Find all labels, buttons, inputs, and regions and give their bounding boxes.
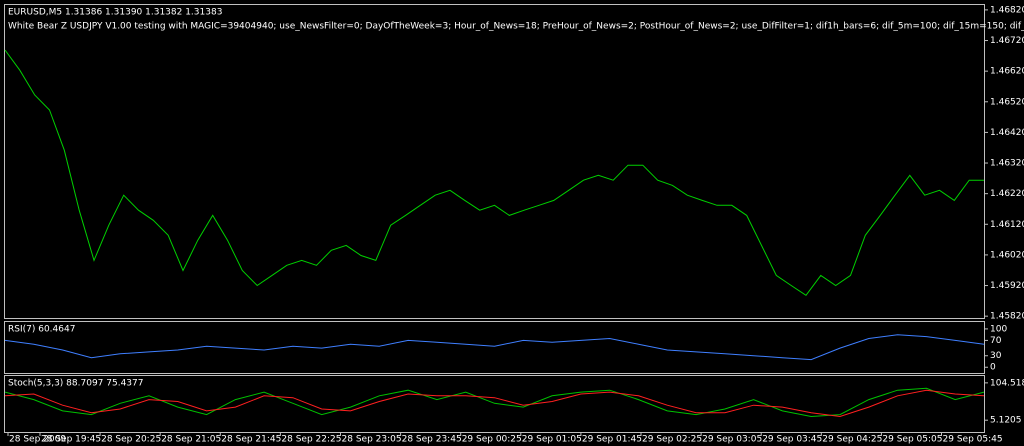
- y-tick-label: 1.45820: [990, 312, 1024, 322]
- x-tick-label: 28 Sep 23:45: [402, 435, 462, 445]
- y-tick-label: 1.46420: [990, 128, 1024, 138]
- x-tick-label: 29 Sep 02:25: [642, 435, 702, 445]
- y-tick-label: 1.46220: [990, 189, 1024, 199]
- panel-title: RSI(7) 60.4647: [8, 325, 75, 335]
- y-tick-label: 0: [990, 363, 996, 373]
- series-line: [4, 387, 985, 418]
- x-tick-label: 29 Sep 01:05: [522, 435, 582, 445]
- price-panel: [4, 4, 985, 319]
- x-tick-label: 28 Sep 22:25: [281, 435, 341, 445]
- y-tick-label: 1.46520: [990, 97, 1024, 107]
- x-tick-label: 29 Sep 04:25: [822, 435, 882, 445]
- x-tick-label: 28 Sep 19:45: [41, 435, 101, 445]
- y-tick-label: 1.46720: [990, 36, 1024, 46]
- y-tick-label: 70: [990, 336, 1002, 346]
- x-tick-label: 29 Sep 03:05: [702, 435, 762, 445]
- y-tick-label: 30: [990, 351, 1002, 361]
- y-tick-label: 1.46620: [990, 67, 1024, 77]
- panel-title: EURUSD,M5 1.31386 1.31390 1.31382 1.3138…: [8, 8, 222, 18]
- panel-title: Stoch(5,3,3) 88.7097 75.4377: [8, 379, 143, 389]
- x-tick-label: 29 Sep 00:25: [462, 435, 522, 445]
- x-tick-label: 28 Sep 21:45: [221, 435, 281, 445]
- x-tick-label: 29 Sep 05:05: [882, 435, 942, 445]
- y-tick-label: 1.46120: [990, 220, 1024, 230]
- x-tick-label: 28 Sep 23:05: [342, 435, 402, 445]
- stoch-panel: [4, 375, 985, 433]
- x-tick-label: 29 Sep 01:45: [582, 435, 642, 445]
- x-tick-label: 28 Sep 2009: [9, 435, 66, 445]
- y-tick-label: 100: [990, 324, 1007, 334]
- x-tick-label: 29 Sep 05:45: [943, 435, 1003, 445]
- y-tick-label: 1.46020: [990, 250, 1024, 260]
- y-tick-label: 1.45920: [990, 281, 1024, 291]
- x-tick-label: 29 Sep 03:45: [762, 435, 822, 445]
- series-line: [4, 334, 985, 361]
- x-tick-label: 28 Sep 20:25: [101, 435, 161, 445]
- x-tick-label: 28 Sep 21:05: [161, 435, 221, 445]
- series-line: [4, 49, 984, 296]
- series-line: [4, 389, 985, 418]
- panel-subtitle: White Bear Z USDJPY V1.00 testing with M…: [8, 22, 1024, 32]
- rsi-panel: [4, 321, 985, 374]
- y-tick-label: 1.46820: [990, 5, 1024, 15]
- y-tick-label: 1.46320: [990, 159, 1024, 169]
- y-tick-label: 104.5181: [990, 378, 1024, 388]
- y-tick-label: 5.1205: [990, 416, 1022, 426]
